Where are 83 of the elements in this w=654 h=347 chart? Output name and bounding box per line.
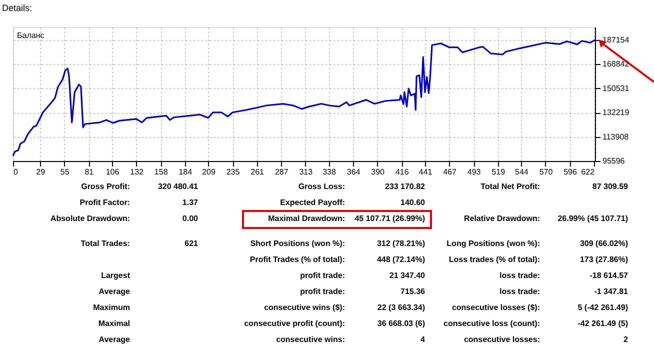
x-tick-label: 441 [418,168,433,176]
text: Average [98,335,131,344]
text: profit trade: [300,287,345,296]
text: consecutive wins ($): [264,303,345,312]
text: Average [98,287,131,296]
x-tick-label: 544 [515,168,529,176]
x-tick-label: 235 [226,168,240,176]
text: 21 347.40 [389,271,426,280]
text: consecutive profit (count): [244,319,345,328]
x-tick-label: 55 [60,168,70,176]
x-tick-label: 570 [539,168,554,176]
y-tick-label: 150531 [602,84,630,93]
text: Profit Factor: [80,198,130,207]
text: 45 107.71 (26.99%) [354,214,426,223]
text: 0.00 [182,214,199,223]
text: 715.36 [400,287,426,296]
text: Gross Profit: [81,182,130,191]
text: 5 (-42 261.49) [578,303,628,312]
x-tick-label: 519 [492,168,506,176]
x-tick-label: 132 [130,168,144,176]
x-tick-label: 313 [299,168,314,176]
text: consecutive losses ($): [452,303,540,312]
text: 312 (78.21%) [376,239,426,248]
text: Largest [101,271,130,280]
text: loss trade: [500,287,540,296]
x-tick-label: 184 [178,168,193,176]
text: Maximal Drawdown: [268,214,345,223]
text: Absolute Drawdown: [50,214,130,223]
y-tick-label: 132219 [602,108,630,118]
text: 621 [184,239,199,248]
x-tick-label: 158 [154,168,168,176]
x-tick-label: 0 [14,168,18,176]
x-tick-label: 106 [106,168,120,176]
text: consecutive loss (count): [444,319,540,328]
x-tick-label: 416 [395,168,410,176]
text: 36 668.03 (6) [377,319,426,328]
x-tick-label: 209 [202,168,216,176]
x-tick-label: 261 [250,168,265,176]
text: consecutive wins: [276,335,345,344]
text: Expected Payoff: [280,198,345,207]
text: 173 (27.86%) [580,255,628,264]
text: 2 [624,335,629,344]
text: consecutive losses: [464,335,540,344]
text: Profit Trades (% of total): [250,255,345,264]
x-tick-label: 338 [322,168,336,176]
text: 140.60 [400,198,426,207]
x-tick-label: 622 [581,168,596,176]
text: -1 347.81 [594,287,629,296]
chart-title: Details: [2,3,32,13]
text: Short Positions (won %): [250,239,345,248]
text: Баланс [17,31,44,40]
text: 448 (72.14%) [376,255,426,264]
text: Relative Drawdown: [464,214,540,223]
text: Maximal [98,319,130,328]
text: -42 261.49 (5) [578,319,628,328]
text: Total Net Profit: [480,182,540,191]
x-tick-label: 493 [467,168,482,176]
x-tick-label: 467 [443,168,457,176]
x-tick-label: 29 [36,168,46,176]
text: -18 614.57 [590,271,629,280]
text: Total Trades: [80,239,130,248]
x-tick-label: 596 [564,168,578,176]
text: Gross Loss: [298,182,345,191]
line-series [12,39,596,157]
text: 4 [420,335,426,344]
x-tick-label: 81 [84,168,94,176]
text: Maximum [93,303,130,312]
text: 233 170.82 [384,182,426,191]
text: Loss trades (% of total): [448,255,540,264]
y-tick-label: 113908 [602,132,630,142]
x-tick-label: 390 [371,168,386,176]
text: 22 (3 663.34) [377,303,426,312]
x-tick-label: 287 [274,168,289,176]
text: 87 309.59 [592,182,629,191]
text: profit trade: [300,271,345,280]
text: Long Positions (won %): [446,239,540,248]
text: 309 (66.02%) [580,239,628,248]
text: loss trade: [500,271,540,280]
text: 26.99% (45 107.71) [558,214,628,223]
text: 320 480.41 [158,182,199,191]
text: 1.37 [182,198,199,207]
x-tick-label: 364 [346,168,361,176]
y-tick-label: 95596 [602,156,626,166]
